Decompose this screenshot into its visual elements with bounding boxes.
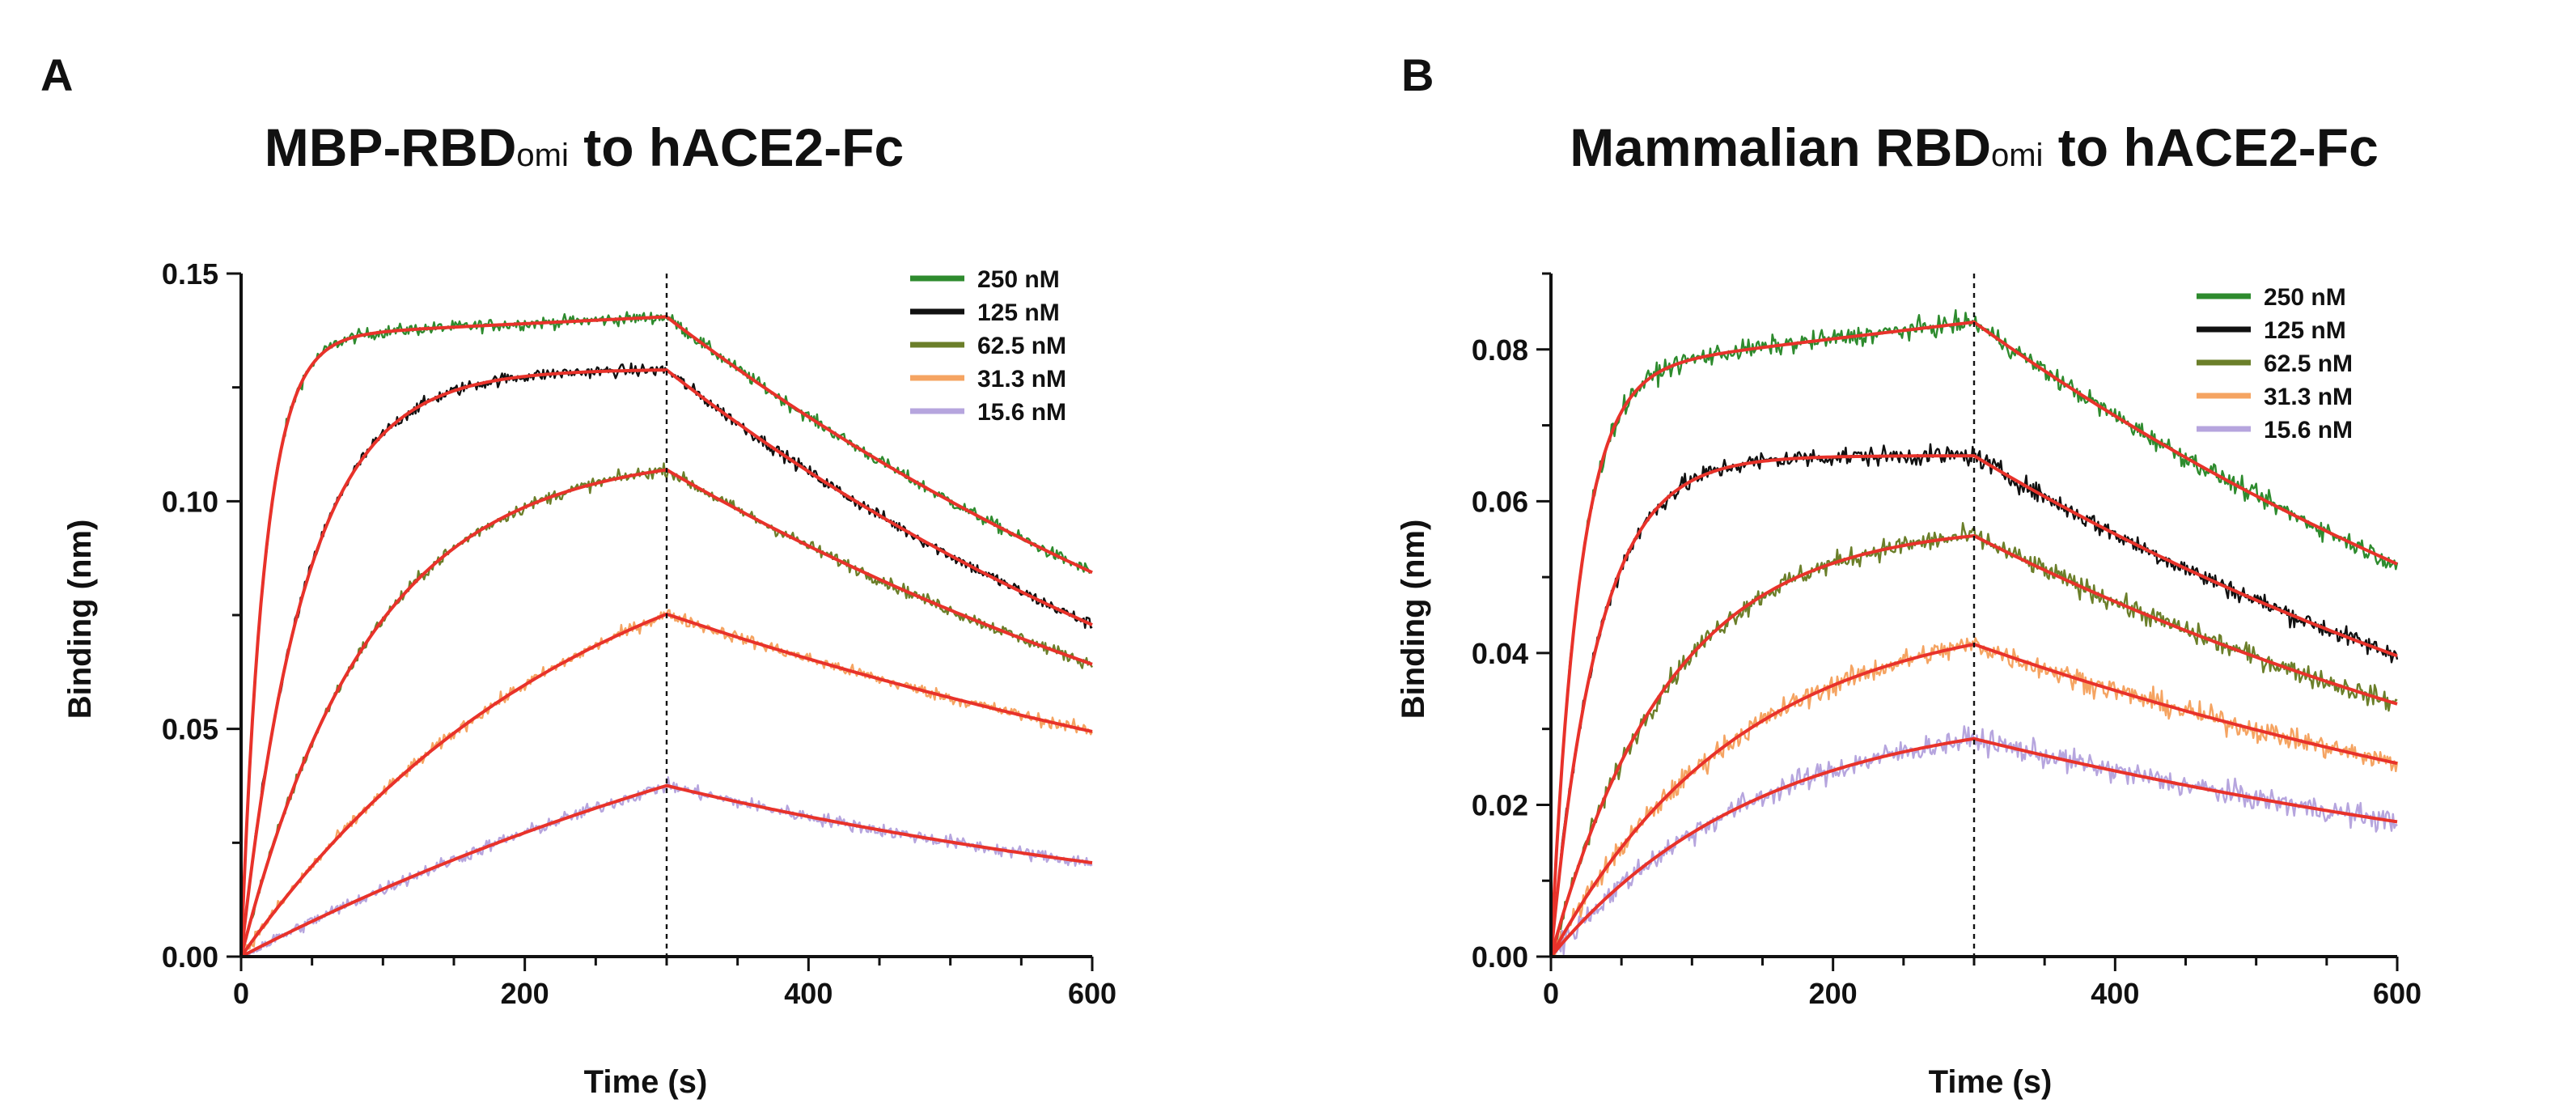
panel-a-ylabel: Binding (nm) [62,520,98,719]
panel-a-series-4-fit [240,783,1093,958]
panel-a-series-4-raw [240,776,1093,958]
panel-a-xtick-label-0: 0 [233,977,249,1010]
panel-a-legend-label-3: 31.3 nM [977,366,1066,393]
panel-a-legend-label-1: 125 nM [977,299,1060,326]
panel-a-ytick-label-2: 0.10 [162,485,218,518]
panel-b-ylabel: Binding (nm) [1396,520,1431,719]
panel-b-xlabel: Time (s) [1929,1064,2053,1100]
panel-a-series-1-fit [239,368,1093,957]
panel-b-xtick-label-2: 400 [2091,977,2139,1010]
panel-a-title-rest: to hACE2-Fc [569,117,904,177]
panel-b-xtick-label-0: 0 [1543,977,1559,1010]
panel-a-legend-label-2: 62.5 nM [977,333,1066,359]
panel-b-title-sub: omi [1991,138,2043,173]
panel-a-title-main: MBP-RBD [265,117,517,177]
panel-a-legend-label-0: 250 nM [977,266,1060,293]
panel-b-plot: 0 200 400 600 0.00 0.02 0.04 0.06 0.08 250 nM 125 … [1472,272,2421,1010]
panel-a-xtick-label-3: 600 [1068,977,1116,1010]
panel-a-legend-label-4: 15.6 nM [977,399,1066,426]
panel-b-legend-label-2: 62.5 nM [2264,350,2353,377]
panel-a-xlabel: Time (s) [584,1064,708,1100]
panel-b-ytick-label-1: 0.02 [1472,788,1528,821]
panel-a-ytick-label-3: 0.15 [162,257,218,291]
panel-b-xtick-label-3: 600 [2373,977,2421,1010]
panel-a-letter: A [40,49,73,100]
panel-b-legend-label-4: 15.6 nM [2264,417,2353,444]
panel-a-title-sub: omi [516,138,568,173]
panel-b-legend-label-3: 31.3 nM [2264,384,2353,410]
panel-b-series-2-fit [1549,534,2398,957]
panel-b-legend-label-1: 125 nM [2264,317,2346,344]
panel-b-ytick-label-2: 0.04 [1472,637,1528,670]
panel-a-title: MBP-RBDomi to hACE2-Fc [265,117,904,177]
panel-b-xtick-label-1: 200 [1809,977,1858,1010]
panel-a-xtick-label-1: 200 [501,977,549,1010]
panel-b-series-4-fit [1549,736,2398,958]
panel-b-legend-label-0: 250 nM [2264,284,2346,311]
panel-a-plot: 0 200 400 600 0.00 0.05 0.10 0.15 250 nM 125 nM 62… [162,257,1116,1010]
panel-a-ytick-label-0: 0.00 [162,940,218,974]
panel-b-letter: B [1401,49,1434,100]
panel-b-ytick-label-3: 0.06 [1472,485,1528,518]
panel-b-title-main: Mammalian RBD [1570,117,1991,177]
panel-a-ytick-label-1: 0.05 [162,713,218,746]
panel-b-ytick-label-4: 0.08 [1472,333,1528,367]
panel-b-ytick-label-0: 0.00 [1472,940,1528,974]
panel-a-xtick-label-2: 400 [784,977,833,1010]
panel-b-series-1-fit [1549,454,2398,957]
panel-b-title-rest: to hACE2-Fc [2043,117,2378,177]
panel-b-title: Mammalian RBDomi to hACE2-Fc [1570,117,2379,177]
